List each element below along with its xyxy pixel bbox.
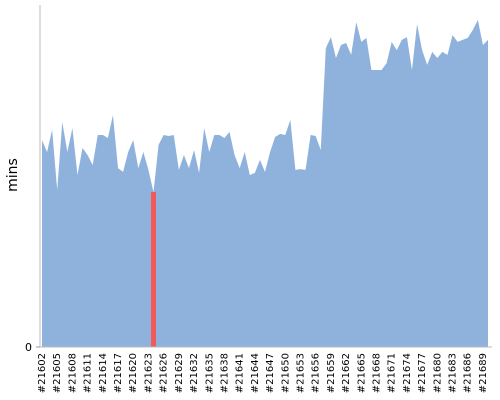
y-tick-label: 0 (25, 341, 32, 354)
x-tick-label: #21680 (432, 353, 443, 393)
x-tick-label: #21677 (417, 353, 428, 393)
x-tick-label: #21617 (113, 353, 124, 393)
x-tick-label: #21683 (448, 353, 459, 393)
x-tick-label: #21689 (478, 353, 489, 393)
x-tick-label: #21602 (37, 353, 48, 393)
x-tick-label: #21641 (235, 353, 246, 393)
x-tick-label: #21656 (311, 353, 322, 393)
x-tick-label: #21608 (67, 353, 78, 393)
x-tick-label: #21668 (372, 353, 383, 393)
highlight-bar (151, 192, 156, 347)
x-tick-label: #21647 (265, 353, 276, 393)
x-tick-label: #21629 (174, 353, 185, 393)
x-tick-label: #21671 (387, 353, 398, 393)
x-tick-label: #21686 (463, 353, 474, 393)
x-tick-label: #21644 (250, 353, 261, 393)
y-axis-label: mins (5, 158, 21, 192)
x-tick-label: #21614 (98, 353, 109, 393)
x-tick-label: #21620 (128, 353, 139, 393)
x-tick-label: #21638 (219, 353, 230, 393)
x-tick-label: #21665 (356, 353, 367, 393)
x-tick-label: #21650 (280, 353, 291, 393)
x-tick-label: #21659 (326, 353, 337, 393)
x-tick-label: #21611 (83, 353, 94, 393)
x-tick-label: #21626 (159, 353, 170, 393)
x-tick-label: #21674 (402, 353, 413, 393)
x-tick-label: #21662 (341, 353, 352, 393)
x-tick-label: #21653 (295, 353, 306, 393)
x-tick-label: #21635 (204, 353, 215, 393)
x-tick-label: #21623 (143, 353, 154, 393)
x-tick-label: #21632 (189, 353, 200, 393)
x-tick-label: #21605 (52, 353, 63, 393)
area (42, 20, 488, 347)
